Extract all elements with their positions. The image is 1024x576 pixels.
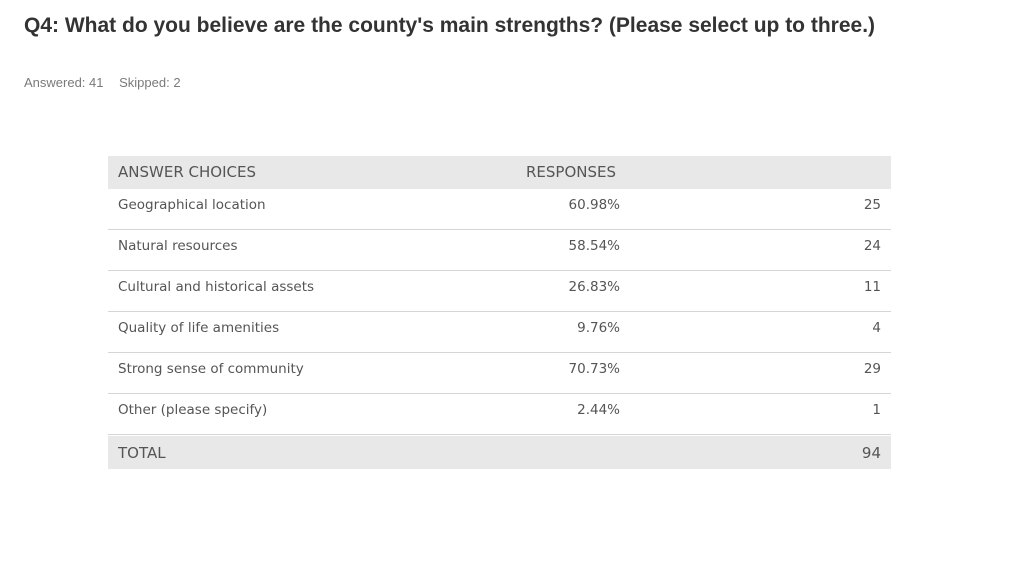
response-percent: 26.83% xyxy=(568,279,620,295)
response-count: 25 xyxy=(863,197,881,213)
answer-choice-label: Strong sense of community xyxy=(118,361,304,377)
response-count: 11 xyxy=(863,279,881,295)
response-count: 1 xyxy=(872,402,881,418)
response-count: 4 xyxy=(872,320,881,336)
response-percent: 9.76% xyxy=(577,320,620,336)
table-row: Quality of life amenities 9.76% 4 xyxy=(108,312,891,353)
answer-choice-label: Other (please specify) xyxy=(118,402,268,418)
answer-choice-label: Cultural and historical assets xyxy=(118,279,315,295)
table-row: Cultural and historical assets 26.83% 11 xyxy=(108,271,891,312)
table-row: Strong sense of community 70.73% 29 xyxy=(108,353,891,394)
response-percent: 58.54% xyxy=(568,238,620,254)
table-row: Other (please specify) 2.44% 1 xyxy=(108,394,891,435)
response-percent: 60.98% xyxy=(568,197,620,213)
table-total-row: TOTAL 94 xyxy=(108,436,891,469)
answered-count: Answered: 41 xyxy=(24,75,104,90)
answer-choice-label: Quality of life amenities xyxy=(118,320,280,336)
answer-choice-label: Geographical location xyxy=(118,197,266,213)
table-row: Natural resources 58.54% 24 xyxy=(108,230,891,271)
skipped-count: Skipped: 2 xyxy=(119,75,181,90)
results-table: ANSWER CHOICES RESPONSES Geographical lo… xyxy=(108,156,891,469)
response-summary: Answered: 41 Skipped: 2 xyxy=(24,75,181,90)
answer-choice-label: Natural resources xyxy=(118,238,238,254)
response-percent: 70.73% xyxy=(568,361,620,377)
table-row: Geographical location 60.98% 25 xyxy=(108,189,891,230)
response-percent: 2.44% xyxy=(577,402,620,418)
response-count: 29 xyxy=(863,361,881,377)
responses-header: RESPONSES xyxy=(526,163,617,181)
table-header: ANSWER CHOICES RESPONSES xyxy=(108,156,891,189)
total-value: 94 xyxy=(861,444,881,462)
question-title: Q4: What do you believe are the county's… xyxy=(24,14,876,37)
response-count: 24 xyxy=(863,238,881,254)
answer-choices-header: ANSWER CHOICES xyxy=(118,163,256,181)
total-label: TOTAL xyxy=(118,444,166,462)
